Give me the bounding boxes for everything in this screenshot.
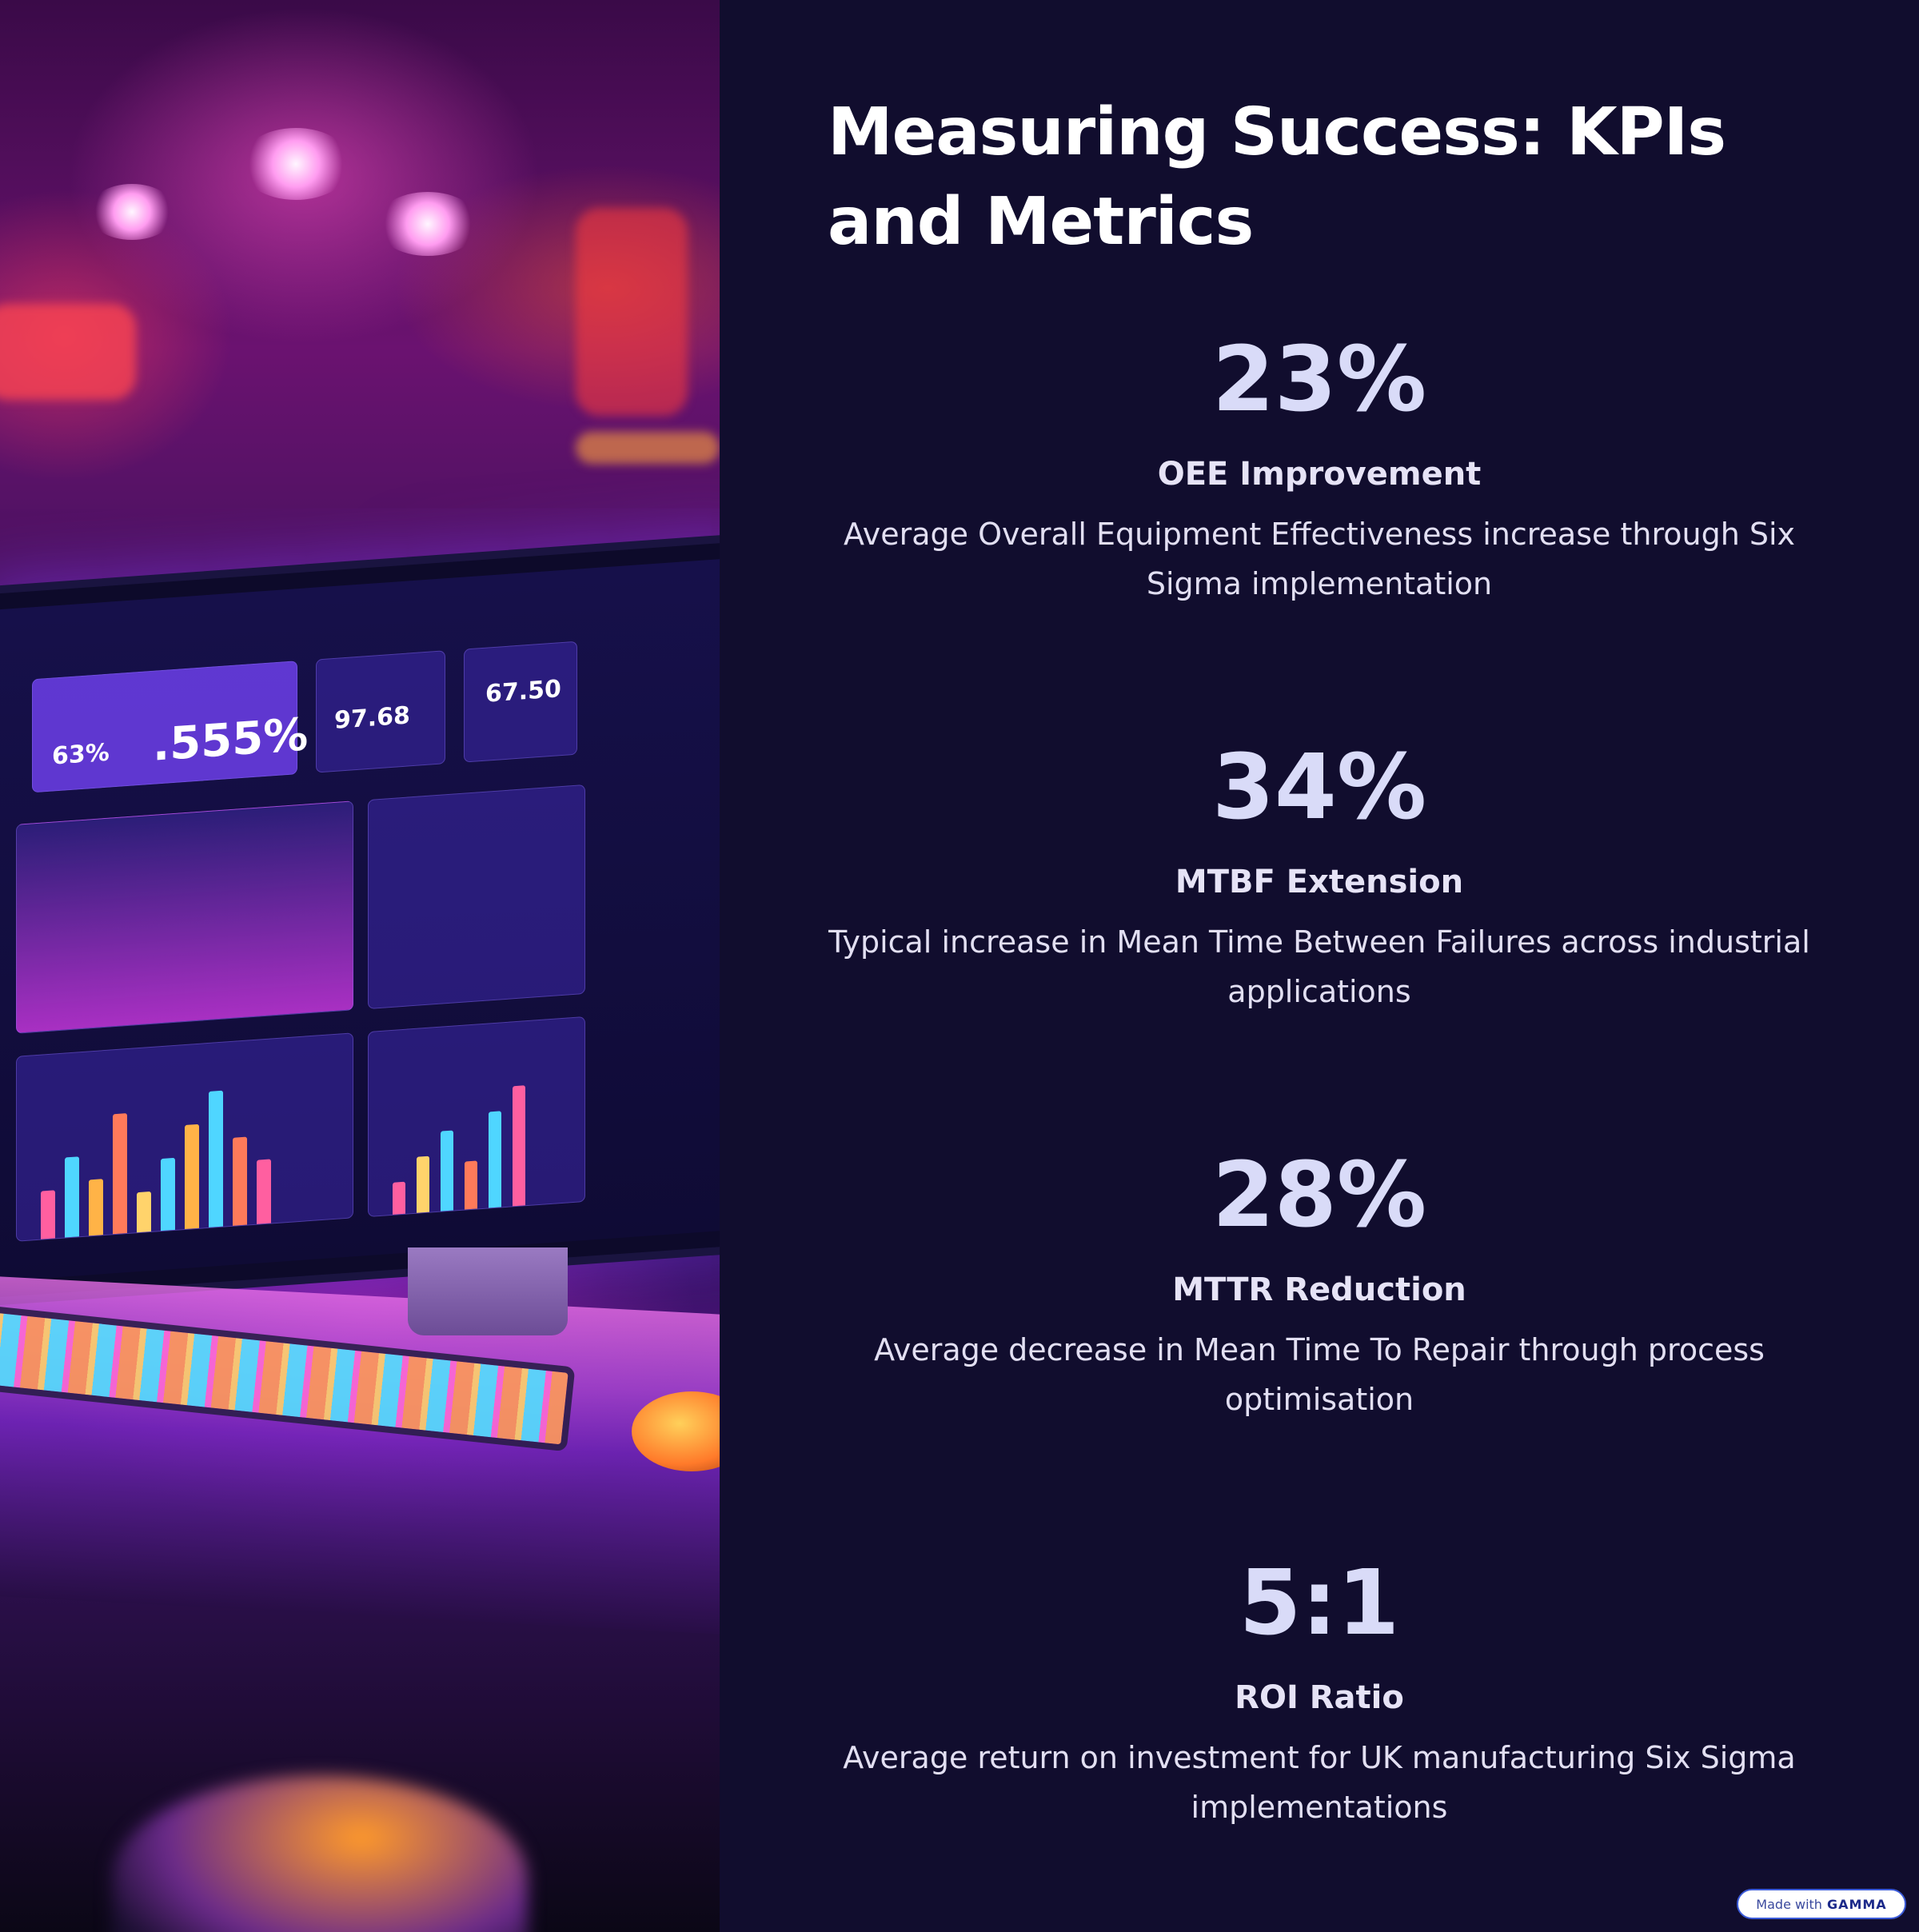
chair	[112, 1775, 528, 1932]
dashboard-bar	[489, 1111, 501, 1208]
kpi-label: MTTR Reduction	[1172, 1271, 1466, 1308]
dashboard-kpi-tile: 63% .555%	[32, 661, 308, 793]
kpi-label: MTBF Extension	[1175, 864, 1464, 900]
dashboard-bar	[65, 1156, 79, 1238]
badge-prefix: Made with	[1756, 1896, 1822, 1912]
dashboard-bar	[393, 1181, 405, 1215]
content-panel: Measuring Success: KPIs and Metrics 23% …	[720, 0, 1919, 1932]
dashboard-bar	[89, 1179, 103, 1236]
dashboard-bar-chart	[16, 1032, 353, 1242]
neon-sign	[0, 304, 136, 400]
dashboard-bar	[209, 1090, 223, 1227]
kpi-value: 5:1	[1239, 1551, 1400, 1655]
dashboard-kpi-value: 67.50	[485, 675, 561, 709]
monitor-stand	[408, 1247, 568, 1335]
kpi-card-roi: 5:1 ROI Ratio Average return on investme…	[828, 1547, 1811, 1832]
kpi-value: 34%	[1211, 736, 1427, 840]
ceiling-lamp	[88, 184, 176, 240]
kpi-description: Average return on investment for UK manu…	[843, 1740, 1796, 1825]
made-with-gamma-badge[interactable]: Made with GAMMA	[1737, 1889, 1906, 1919]
dashboard-bar	[41, 1190, 55, 1239]
neon-sign	[576, 208, 688, 416]
ceiling-lamp	[376, 192, 480, 256]
dashboard-bar	[233, 1136, 247, 1226]
gamma-logo: GAMMA	[1826, 1896, 1887, 1912]
dashboard-screen: 63% .555% 97.68 67.50	[0, 557, 720, 1282]
dashboard-bar-chart	[368, 1016, 585, 1217]
monitor: 63% .555% 97.68 67.50	[0, 532, 720, 1307]
dashboard-bar	[257, 1159, 271, 1224]
dashboard-kpi-tile: 67.50	[464, 641, 577, 763]
dashboard-kpi-value: 97.68	[334, 701, 410, 735]
hero-image: 63% .555% 97.68 67.50	[0, 0, 720, 1932]
dashboard-kpi-value: 63%	[52, 738, 110, 771]
dashboard-bar	[185, 1124, 199, 1230]
ceiling-lamp	[240, 128, 352, 200]
kpi-card-mtbf: 34% MTBF Extension Typical increase in M…	[828, 732, 1811, 1016]
kpi-description: Typical increase in Mean Time Between Fa…	[828, 924, 1810, 1009]
kpi-card-oee: 23% OEE Improvement Average Overall Equi…	[828, 324, 1811, 609]
neon-sign	[576, 432, 720, 464]
kpi-value: 23%	[1211, 328, 1427, 432]
dashboard-bar	[441, 1130, 453, 1211]
dashboard-bar	[113, 1113, 127, 1235]
dashboard-line-chart	[368, 784, 585, 1009]
kpi-label: ROI Ratio	[1235, 1679, 1404, 1716]
dashboard-bar	[161, 1157, 175, 1231]
dashboard-bar	[137, 1191, 151, 1233]
page-title: Measuring Success: KPIs and Metrics	[828, 94, 1726, 260]
kpi-value: 28%	[1211, 1144, 1427, 1247]
mouse	[632, 1391, 720, 1471]
dashboard-kpi-tile: 97.68	[316, 650, 445, 773]
kpi-card-mttr: 28% MTTR Reduction Average decrease in M…	[828, 1140, 1811, 1424]
dashboard-area-chart	[16, 800, 353, 1034]
dashboard-bar	[513, 1085, 525, 1207]
dashboard-kpi-value: .555%	[153, 709, 309, 772]
dashboard-bar	[417, 1156, 429, 1213]
dashboard-bar	[465, 1160, 477, 1210]
kpi-description: Average decrease in Mean Time To Repair …	[874, 1332, 1765, 1417]
kpi-label: OEE Improvement	[1157, 456, 1482, 493]
kpi-description: Average Overall Equipment Effectiveness …	[843, 517, 1796, 601]
